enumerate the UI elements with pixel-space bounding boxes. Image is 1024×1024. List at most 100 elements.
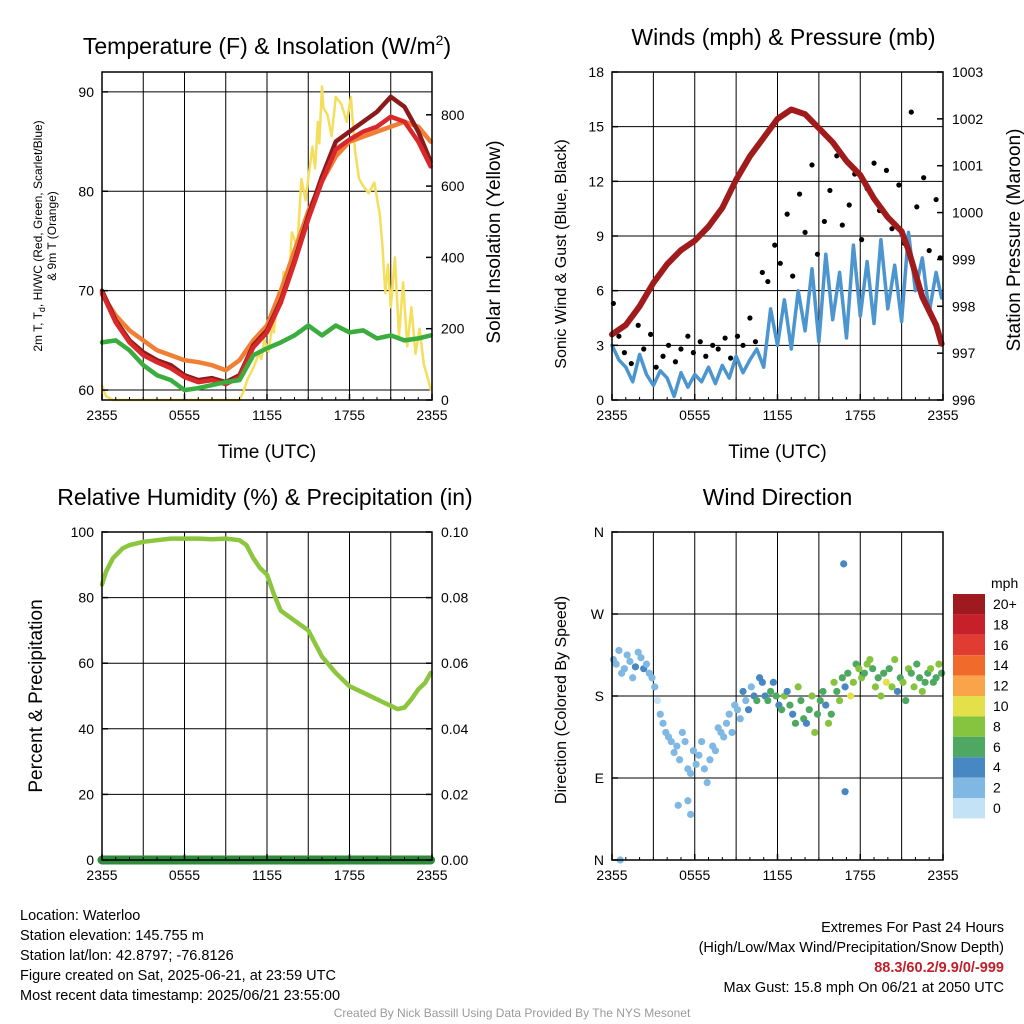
direction-point (811, 728, 819, 737)
winds-chart: 0 3 6 9 12 15 18 996 997 998 999 1000 1001 1002 1003 23… (553, 24, 1024, 463)
temperature-chart: 60 70 80 90 0 200 400 600 800 2355 0555 1155 1755 235… (31, 32, 505, 463)
direction-point (932, 674, 940, 682)
y-tick-label-right: 200 (441, 321, 465, 337)
gust-point (772, 242, 778, 248)
direction-point (902, 696, 910, 705)
direction-point (742, 696, 750, 705)
x-tick-label: 2355 (596, 407, 627, 423)
y-tick-label-right: 0.00 (441, 852, 468, 868)
direction-point (681, 737, 689, 746)
direction-point (869, 665, 877, 673)
direction-point (612, 660, 620, 668)
legend-swatch (953, 675, 985, 696)
direction-point (827, 710, 835, 718)
direction-point (656, 710, 664, 718)
y-tick-label-right: 999 (952, 251, 976, 267)
legend-title: mph (991, 575, 1018, 591)
x-tick-label: 1155 (762, 407, 792, 423)
direction-point (830, 678, 838, 686)
x-axis-title: Time (UTC) (218, 442, 317, 463)
gust-point (821, 218, 827, 225)
series-line-rh (99, 536, 433, 712)
x-tick-label: 2355 (86, 407, 117, 423)
y-tick-label-left: 18 (588, 64, 604, 80)
extremes-values: 88.3/60.2/9.9/0/-999 (874, 960, 1004, 976)
legend-swatch (953, 716, 985, 737)
direction-point (816, 696, 824, 705)
y-tick-label-left: 60 (78, 655, 94, 671)
direction-point (687, 769, 695, 778)
direction-point (822, 701, 830, 709)
legend-swatch (953, 798, 985, 819)
y-tick-label-right: 800 (441, 107, 465, 123)
direction-point (703, 778, 711, 787)
station-elevation: Station elevation: 145.755 m (20, 928, 204, 944)
gust-point (889, 226, 895, 232)
title-suffix: ) (443, 33, 451, 59)
gust-point (759, 269, 765, 276)
direction-point (695, 751, 703, 759)
direction-point (678, 728, 686, 737)
direction-point (838, 674, 846, 682)
direction-point (747, 683, 755, 691)
x-axis-title: Time (UTC) (728, 442, 827, 463)
direction-point (670, 748, 678, 757)
direction-point (824, 719, 833, 727)
direction-point (673, 742, 681, 750)
x-tick-label: 2355 (596, 867, 627, 883)
legend-label: 20+ (993, 596, 1017, 612)
direction-point (907, 669, 915, 677)
direction-point (758, 678, 766, 686)
direction-point (653, 696, 662, 705)
direction-point (720, 733, 728, 741)
direction-point (711, 747, 720, 755)
gust-point (653, 364, 659, 370)
legend-swatch (953, 777, 985, 798)
y-tick-label-right: 0.08 (441, 590, 468, 606)
y-axis-title-left-line2: & 9m T (Orange) (45, 191, 59, 281)
legend-label: 6 (993, 739, 1001, 755)
y-tick-label-right: 600 (441, 178, 465, 194)
direction-point (935, 660, 943, 668)
station-info: Location: Waterloo Station elevation: 14… (20, 906, 340, 1006)
series-line-insolation (100, 85, 432, 402)
y-axis-title-right: Solar Insolation (Yellow) (484, 140, 505, 343)
direction-point (659, 719, 667, 727)
gust-point (926, 247, 932, 254)
direction-point (802, 719, 811, 727)
gust-point (703, 353, 709, 359)
y-tick-label-left: 100 (71, 524, 95, 540)
direction-point (899, 678, 907, 686)
x-tick-label: 1155 (252, 407, 282, 423)
gust-point (752, 339, 759, 345)
gust-point (790, 273, 796, 279)
gust-point (685, 333, 691, 339)
direction-point (739, 687, 747, 696)
y-tick-label-right: 998 (952, 298, 976, 314)
gust-point (765, 278, 771, 285)
legend-swatch (953, 594, 985, 615)
gust-point (814, 251, 821, 257)
legend-swatch (953, 655, 985, 676)
direction-point (888, 683, 896, 691)
gust-point (796, 191, 803, 197)
direction-point (846, 692, 855, 700)
gust-point (740, 342, 746, 348)
x-tick-label: 0555 (679, 867, 710, 883)
extremes-title: Extremes For Past 24 Hours (821, 920, 1004, 936)
y-axis-title-left: Direction (Colored By Speed) (553, 596, 570, 804)
x-tick-label: 0555 (169, 867, 200, 883)
max-gust: Max Gust: 15.8 mph On 06/21 at 2050 UTC (723, 980, 1004, 996)
y-tick-label-left: 40 (78, 721, 94, 737)
y-tick-label-right: 996 (952, 392, 976, 408)
y-tick-label-left: 20 (78, 786, 94, 802)
direction-point (833, 687, 841, 696)
y-tick-label-right: 400 (441, 249, 465, 265)
extremes-panel: Extremes For Past 24 Hours (High/Low/Max… (699, 918, 1004, 998)
direction-point (674, 801, 682, 809)
y-label-subscript: d (37, 307, 47, 312)
gust-point (715, 346, 721, 352)
y-axis-title-left: 2m T, Td, HI/WC (Red, Green, Scarlet/Blu… (31, 120, 47, 351)
y-tick-label-left: 60 (78, 382, 94, 398)
